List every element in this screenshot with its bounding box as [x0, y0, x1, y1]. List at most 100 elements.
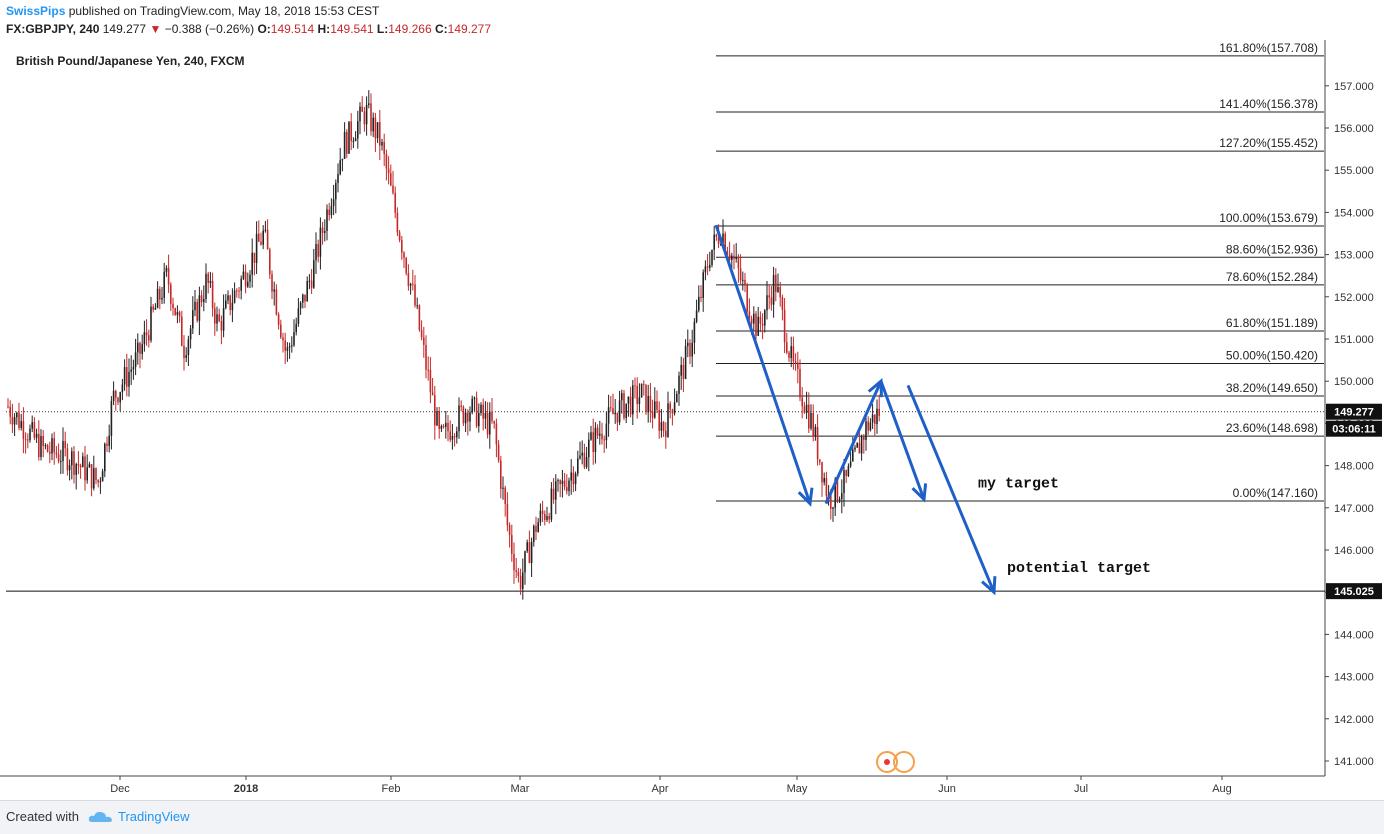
candle-body	[790, 346, 792, 358]
candle-body	[447, 422, 449, 432]
horizontal-line[interactable]: 145.025 149.277 03:06:11	[6, 403, 1382, 600]
candle-body	[434, 395, 436, 426]
candle-body	[9, 406, 11, 417]
candle-body	[667, 403, 669, 437]
candle-body	[255, 233, 258, 263]
candle-body	[176, 312, 179, 315]
candle-body	[194, 301, 196, 311]
candle-body	[636, 386, 638, 404]
candle-body	[860, 436, 863, 454]
candle-body	[816, 427, 819, 460]
candle-body	[299, 302, 302, 309]
price-chart[interactable]: 141.000142.000143.000144.000145.000146.0…	[0, 40, 1384, 800]
candle-body	[508, 525, 511, 536]
candle-body	[526, 542, 528, 552]
candle-body	[68, 465, 71, 471]
candle-body	[227, 295, 229, 301]
candle-body	[726, 251, 729, 255]
candle-body	[588, 439, 590, 458]
candle-body	[614, 412, 616, 415]
price-tick-label: 146.000	[1334, 545, 1374, 557]
candle-body	[409, 283, 412, 286]
candle-body	[634, 385, 636, 387]
candle-body	[684, 346, 687, 379]
candle-body	[130, 369, 132, 372]
candle-body	[273, 289, 275, 292]
candle-body	[165, 267, 168, 272]
candle-body	[535, 525, 537, 532]
candle-body	[357, 121, 359, 139]
candle-body	[20, 421, 22, 428]
author-link[interactable]: SwissPips	[6, 4, 66, 18]
time-axis[interactable]: Dec 2018 Feb Mar Apr May Jun Jul Aug	[0, 775, 1325, 795]
candle-body	[834, 479, 836, 508]
candle-body	[354, 138, 357, 141]
candle-body	[64, 441, 66, 449]
fib-level-label: 38.20%(149.650)	[1226, 381, 1318, 395]
candle-body	[814, 427, 817, 437]
trend-arrow-line[interactable]	[714, 224, 812, 505]
candle-body	[489, 411, 491, 435]
candle-body	[669, 403, 671, 410]
candle-body	[467, 412, 469, 422]
trend-arrow-line[interactable]	[824, 380, 883, 505]
candle-body	[812, 413, 814, 437]
candle-body	[324, 231, 326, 233]
candle-body	[671, 409, 674, 414]
candle-body	[753, 313, 755, 324]
fibonacci-levels[interactable]: 161.80%(157.708) 141.40%(156.378) 127.20%(…	[716, 41, 1324, 502]
fib-level-label: 0.00%(147.160)	[1233, 486, 1318, 500]
candle-body	[148, 335, 150, 341]
candle-body	[621, 393, 623, 401]
trend-arrows[interactable]	[714, 224, 997, 596]
candle-body	[211, 280, 214, 309]
candle-body	[143, 332, 146, 345]
candle-body	[192, 310, 194, 329]
candle-body	[218, 314, 220, 322]
price-tick-label: 148.000	[1334, 461, 1374, 473]
candle-body	[781, 297, 784, 310]
trend-arrow-line[interactable]	[906, 384, 996, 593]
candle-body	[205, 273, 207, 299]
candle-body	[539, 510, 542, 523]
tradingview-link[interactable]: TradingView	[118, 809, 190, 824]
replay-icon[interactable]	[876, 751, 915, 773]
candle-body	[493, 420, 495, 424]
candle-body	[440, 425, 443, 429]
tradingview-cloud-icon	[88, 811, 112, 822]
candle-body	[559, 480, 561, 485]
candle-body	[53, 438, 55, 453]
candle-body	[302, 294, 304, 303]
candle-body	[735, 257, 737, 259]
candle-body	[317, 244, 319, 257]
time-tick-label: Jul	[1074, 783, 1088, 795]
candle-body	[513, 553, 515, 571]
candle-body	[792, 346, 795, 362]
close-value: 149.277	[447, 22, 492, 36]
candle-body	[370, 103, 372, 132]
candle-body	[838, 499, 841, 501]
candle-body	[484, 412, 487, 419]
candle-body	[7, 406, 9, 408]
candle-body	[854, 447, 856, 450]
candle-body	[678, 375, 680, 394]
candle-body	[462, 406, 465, 424]
candle-body	[852, 449, 854, 462]
candle-body	[308, 280, 311, 282]
candle-body	[830, 494, 832, 509]
candle-body	[656, 401, 658, 410]
trend-arrow-line[interactable]	[879, 380, 926, 500]
candle-body	[260, 241, 262, 245]
candle-body	[583, 452, 586, 468]
candle-body	[97, 480, 99, 483]
publish-info: published on TradingView.com, May 18, 20…	[68, 4, 380, 18]
candle-body	[387, 168, 390, 174]
candle-body	[119, 392, 121, 403]
symbol-line: FX:GBPJPY, 240 149.277 ▼ −0.388 (−0.26%)…	[6, 22, 491, 36]
target-annotation: potential target	[1007, 560, 1151, 577]
candle-body	[266, 229, 269, 250]
candle-body	[662, 422, 665, 431]
candle-body	[442, 425, 445, 427]
candle-body	[585, 457, 588, 468]
candle-body	[623, 393, 625, 419]
